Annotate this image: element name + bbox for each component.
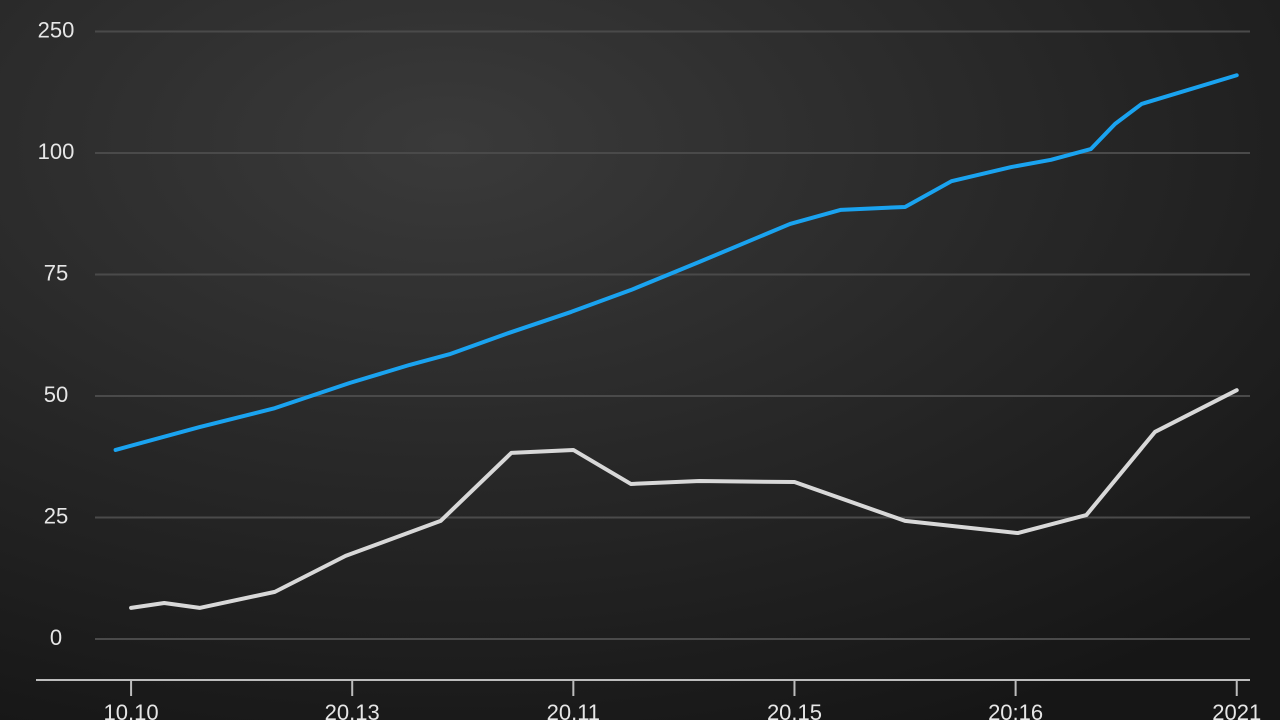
x-tick-label: 10.10 [104, 700, 159, 720]
y-tick-label: 100 [38, 139, 75, 164]
x-tick-label: 20.15 [767, 700, 822, 720]
y-tick-label: 50 [44, 382, 68, 407]
series-line [113, 73, 1239, 452]
x-tick-label: 2021 [1212, 700, 1261, 720]
x-tick-label: 20:16 [988, 700, 1043, 720]
y-tick-label: 250 [38, 17, 75, 42]
x-tick-label: 20.13 [325, 700, 380, 720]
y-tick-label: 25 [44, 503, 68, 528]
y-tick-label: 0 [50, 625, 62, 650]
series-line [129, 388, 1239, 610]
y-tick-label: 75 [44, 260, 68, 285]
x-tick-label: 20.11 [547, 700, 600, 720]
